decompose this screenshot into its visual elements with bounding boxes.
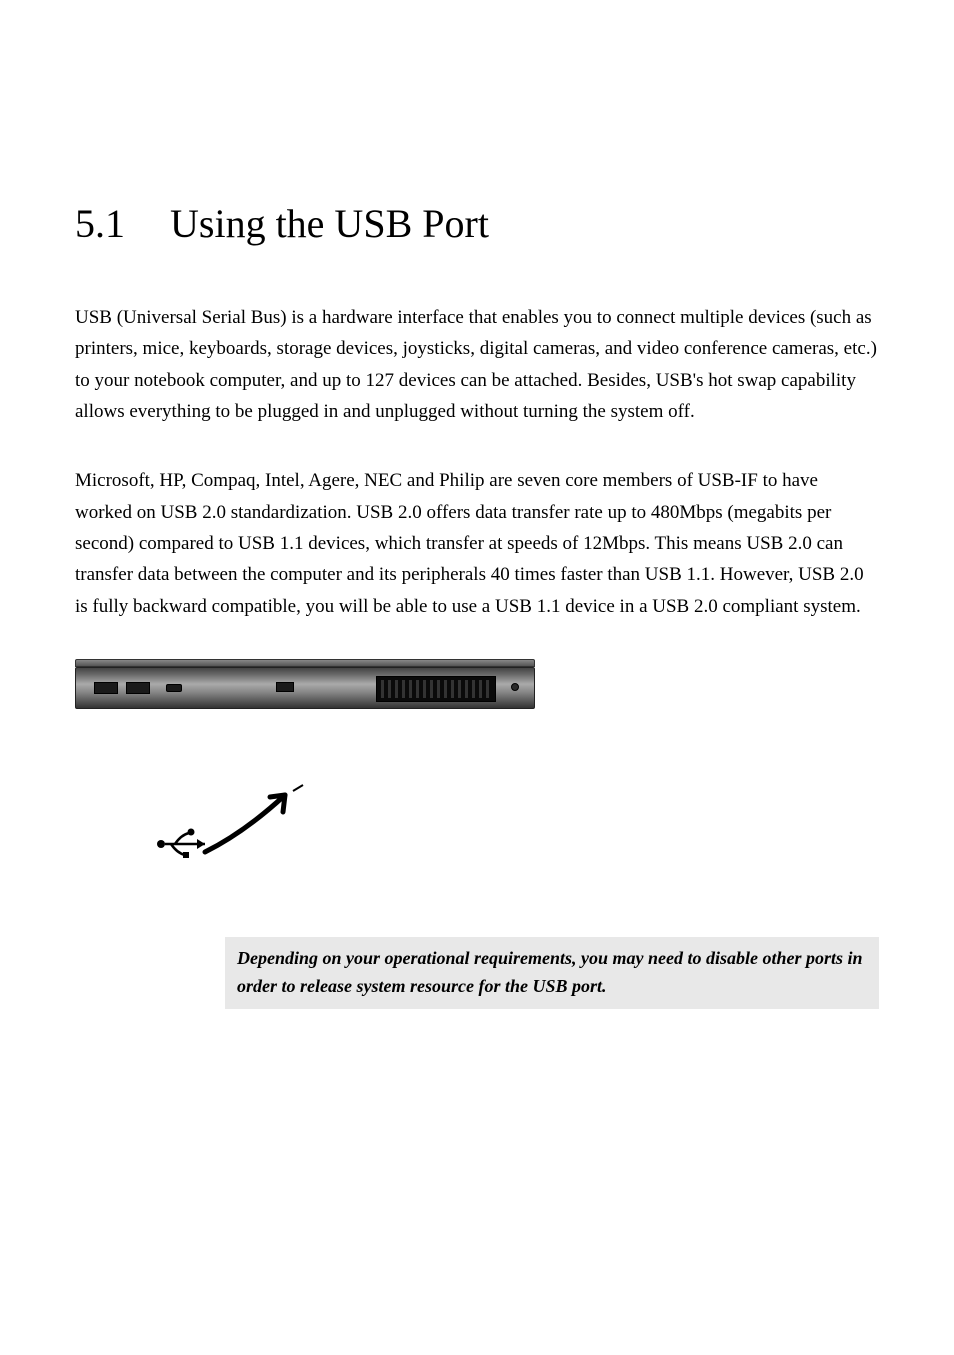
port-round — [511, 683, 519, 691]
laptop-top-edge — [75, 659, 535, 667]
port-usb-2 — [126, 682, 150, 694]
paragraph-1: USB (Universal Serial Bus) is a hardware… — [75, 302, 879, 427]
note-text: Depending on your operational requiremen… — [237, 948, 863, 996]
section-number: 5.1 — [75, 200, 125, 247]
arrow-container — [155, 777, 355, 867]
section-heading: 5.1 Using the USB Port — [75, 200, 879, 247]
paragraph-2: Microsoft, HP, Compaq, Intel, Agere, NEC… — [75, 465, 879, 622]
port-usb-1 — [94, 682, 118, 694]
section-title: Using the USB Port — [170, 201, 489, 246]
port-mid — [276, 682, 294, 692]
vent-grille — [381, 680, 491, 698]
figure-laptop-usb — [75, 667, 879, 867]
laptop-body — [75, 667, 535, 709]
usb-trident-icon — [155, 827, 215, 857]
note-box: Depending on your operational requiremen… — [225, 937, 879, 1009]
laptop-side-view — [75, 667, 535, 757]
port-small — [166, 684, 182, 692]
